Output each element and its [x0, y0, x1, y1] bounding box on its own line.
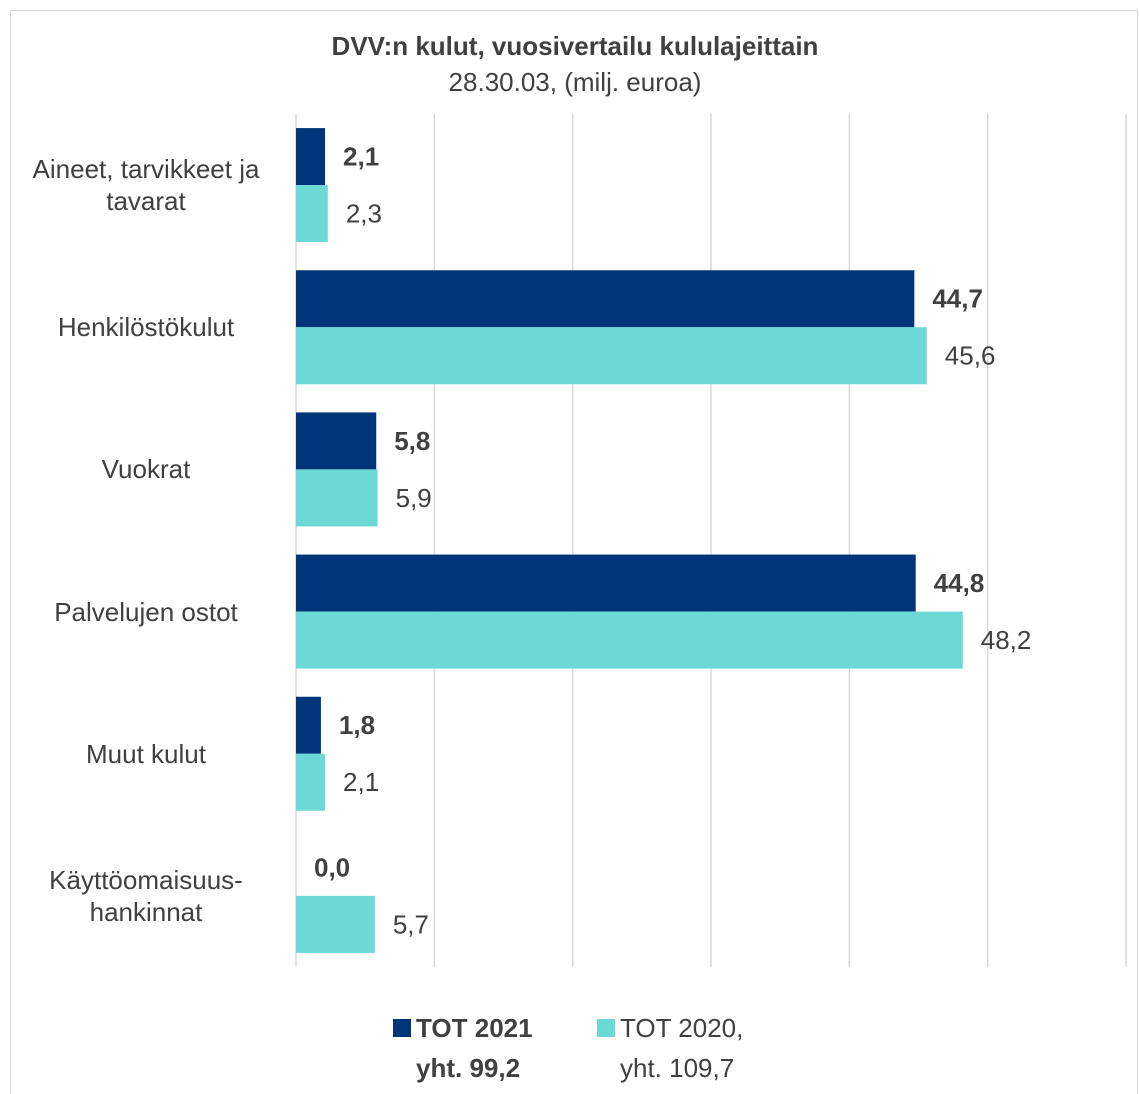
data-label: 2,1: [343, 141, 379, 171]
data-label: 5,9: [396, 483, 432, 513]
legend-swatch: [393, 1019, 411, 1037]
bar: [296, 128, 326, 186]
bar: [296, 185, 328, 243]
legend-swatch: [597, 1019, 615, 1037]
y-tick-label: Muut kulut: [86, 738, 206, 769]
y-tick-label: Vuokrat: [101, 454, 191, 485]
y-tick-label: Henkilöstökulut: [57, 312, 235, 343]
data-label: 1,8: [339, 710, 375, 740]
data-label: 5,7: [393, 909, 429, 939]
bar: [296, 327, 927, 385]
legend-label: TOT 2021 yht. 99,2: [416, 1013, 533, 1083]
frame: [10, 10, 1138, 1094]
bar: [296, 895, 375, 953]
bar: [296, 412, 377, 470]
data-label: 44,7: [932, 284, 983, 314]
bar: [296, 554, 916, 612]
data-label: 0,0: [314, 852, 350, 882]
bar: [296, 611, 963, 669]
data-label: 45,6: [945, 341, 996, 371]
data-label: 2,1: [343, 767, 379, 797]
y-tick-label: Käyttöomaisuus-hankinnat: [49, 864, 243, 927]
chart-subtitle: 28.30.03, (milj. euroa): [449, 67, 702, 97]
data-label: 48,2: [981, 625, 1032, 655]
chart-title: DVV:n kulut, vuosivertailu kululajeittai…: [332, 31, 819, 61]
data-label: 44,8: [934, 568, 985, 598]
y-tick-label: Aineet, tarvikkeet ja tavarat: [32, 154, 260, 217]
legend-label: TOT 2020, yht. 109,7: [620, 1013, 744, 1083]
bar: [296, 696, 321, 754]
data-label: 2,3: [346, 198, 382, 228]
data-label: 5,8: [394, 426, 430, 456]
bar: [296, 469, 378, 527]
y-tick-label: Palvelujen ostot: [54, 596, 238, 627]
bar: [296, 753, 326, 811]
bar: [296, 270, 915, 328]
